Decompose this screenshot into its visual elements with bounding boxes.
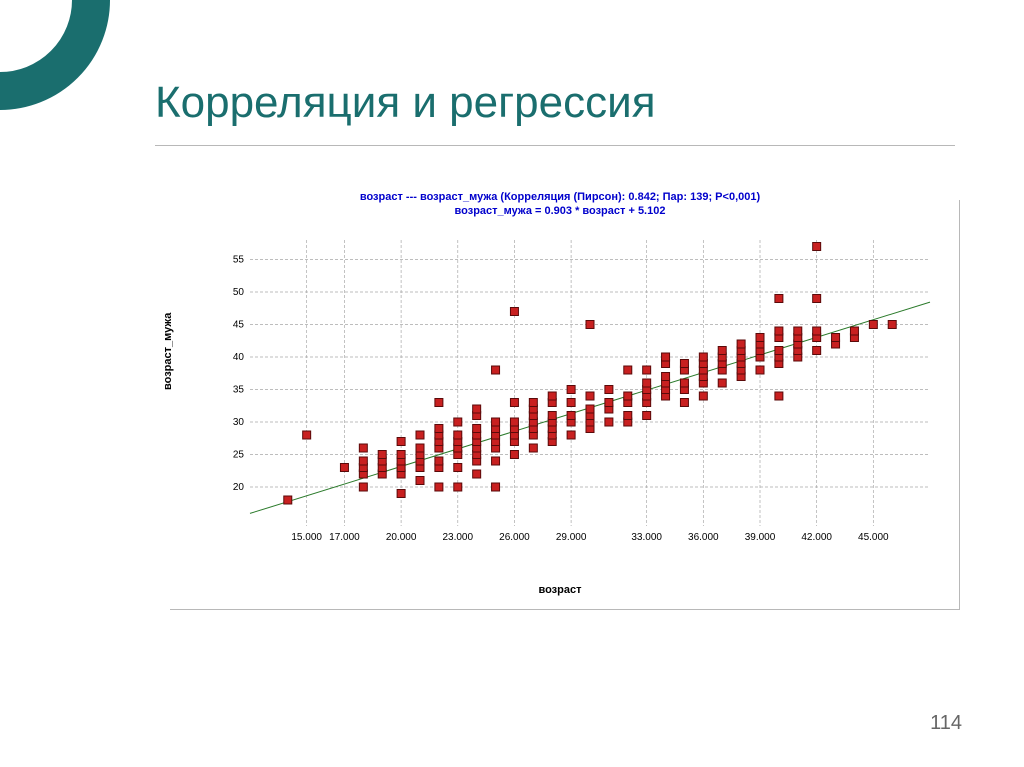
svg-text:17.000: 17.000 [329,532,360,543]
chart-title-line1: возраст --- возраст_мужа (Корреляция (Пи… [360,191,760,203]
svg-text:30: 30 [233,417,245,428]
decorative-corner-circle [0,0,110,110]
x-axis-label: возраст [160,584,960,596]
svg-text:23.000: 23.000 [442,532,473,543]
svg-text:26.000: 26.000 [499,532,530,543]
svg-text:42.000: 42.000 [801,532,832,543]
svg-text:45.000: 45.000 [858,532,889,543]
svg-text:40: 40 [233,352,245,363]
svg-text:35: 35 [233,385,245,396]
svg-text:15.000: 15.000 [291,532,322,543]
page-number: 114 [930,712,962,735]
svg-text:20.000: 20.000 [386,532,417,543]
chart-title: возраст --- возраст_мужа (Корреляция (Пи… [160,190,960,219]
title-underline [155,145,955,146]
svg-text:29.000: 29.000 [556,532,587,543]
svg-text:33.000: 33.000 [631,532,662,543]
plot-area: 20 25 30 35 40 45 50 55 15.000 17.000 20.000 23.000… [220,234,940,554]
y-axis-label: возраст_мужа [162,313,174,390]
svg-text:39.000: 39.000 [745,532,776,543]
chart-frame-bottom [170,609,960,610]
scatter-chart-container: возраст --- возраст_мужа (Корреляция (Пи… [160,190,960,610]
svg-text:45: 45 [233,320,245,331]
chart-frame-right [959,200,960,610]
svg-text:25: 25 [233,450,245,461]
svg-text:36.000: 36.000 [688,532,719,543]
chart-title-line2: возраст_мужа = 0.903 * возраст + 5.102 [160,204,960,218]
slide-title: Корреляция и регрессия [155,78,656,128]
svg-text:20: 20 [233,482,245,493]
svg-text:55: 55 [233,255,245,266]
scatter-plot-svg: 20 25 30 35 40 45 50 55 15.000 17.000 20.000 23.000… [220,234,940,554]
svg-text:50: 50 [233,287,245,298]
